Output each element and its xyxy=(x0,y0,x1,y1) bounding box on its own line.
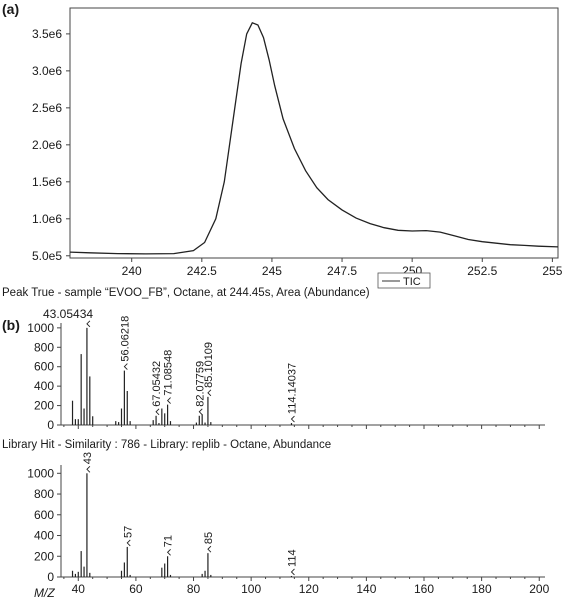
tic-trace xyxy=(69,21,559,255)
x-tick-label: 255 xyxy=(542,264,562,278)
plot-frame xyxy=(69,7,559,259)
peak-true-caption: Peak True - sample “EVOO_FB”, Octane, at… xyxy=(2,287,370,299)
peak-marker xyxy=(155,408,160,416)
peak-marker xyxy=(86,320,91,328)
peak-label: 114.14037 xyxy=(286,363,298,414)
peak-label: 43.05434 xyxy=(43,307,93,321)
y-tick-label: 400 xyxy=(34,529,54,543)
peak-marker xyxy=(123,363,128,370)
x-tick-label: 140 xyxy=(356,582,376,596)
y-tick-label: 600 xyxy=(34,508,54,522)
peak-marker xyxy=(166,548,171,556)
peak-marker xyxy=(126,539,131,547)
x-tick-label: 120 xyxy=(299,582,319,596)
y-tick-label: 200 xyxy=(34,549,54,563)
legend-box xyxy=(377,272,431,289)
y-tick-label: 400 xyxy=(34,379,54,393)
y-tick-label: 5.0e5 xyxy=(32,249,62,263)
y-tick-label: 800 xyxy=(34,340,54,354)
x-tick-label: 40 xyxy=(72,582,86,596)
x-tick-label: 180 xyxy=(472,582,492,596)
y-tick-label: 2.0e6 xyxy=(32,138,62,152)
x-axis-title: M/Z xyxy=(34,586,55,600)
x-tick-label: 252.5 xyxy=(467,264,497,278)
y-tick-label: 600 xyxy=(34,360,54,374)
peak-label: 82.07759 xyxy=(194,361,206,407)
y-tick-label: 0 xyxy=(47,418,54,432)
x-tick-label: 100 xyxy=(241,582,261,596)
peak-marker xyxy=(198,408,203,416)
legend-label: TIC xyxy=(403,276,421,288)
x-tick-label: 80 xyxy=(187,582,201,596)
x-tick-label: 245 xyxy=(262,264,282,278)
peak-label: 71.08548 xyxy=(163,350,175,396)
peak-marker xyxy=(290,415,295,423)
panel-b-label: (b) xyxy=(2,317,20,333)
peak-marker xyxy=(207,389,212,397)
x-tick-label: 240 xyxy=(122,264,142,278)
peak-marker xyxy=(166,397,171,404)
peak-label: 57 xyxy=(122,526,134,538)
y-tick-label: 1000 xyxy=(27,321,54,335)
peak-label: 67.05432 xyxy=(151,361,163,407)
y-tick-label: 1000 xyxy=(27,466,54,480)
x-tick-label: 160 xyxy=(414,582,434,596)
panel-a-label: (a) xyxy=(2,1,19,17)
y-tick-label: 3.0e6 xyxy=(32,64,62,78)
peak-label: 85 xyxy=(203,532,215,544)
y-tick-label: 200 xyxy=(34,399,54,413)
peak-marker xyxy=(207,545,212,553)
peak-marker xyxy=(290,568,295,576)
y-tick-label: 3.5e6 xyxy=(32,27,62,41)
x-tick-label: 242.5 xyxy=(187,264,217,278)
library-spectrum-chart: 0 200 400 600 800 1000 40 60 80 100 120 140 160 180 20… xyxy=(27,452,549,600)
x-tick-label: 60 xyxy=(129,582,143,596)
y-tick-label: 1.0e6 xyxy=(32,212,62,226)
peak-label: 71 xyxy=(163,535,175,547)
peak-label: 85.10109 xyxy=(203,342,215,388)
y-tick-label: 1.5e6 xyxy=(32,175,62,189)
x-tick-label: 247.5 xyxy=(327,264,357,278)
library-hit-caption: Library Hit - Similarity : 786 - Library… xyxy=(2,439,331,451)
tic-chart: 5.0e5 1.0e6 1.5e6 2.0e6 2.5e6 3.0e6 3.5e6 240 24… xyxy=(32,7,563,289)
y-tick-label: 2.5e6 xyxy=(32,101,62,115)
peak-label: 56.06218 xyxy=(119,316,131,362)
peak-label: 43 xyxy=(82,452,94,464)
x-tick-label: 200 xyxy=(529,582,549,596)
y-tick-label: 800 xyxy=(34,487,54,501)
y-tick-label: 0 xyxy=(47,570,54,584)
peak-label: 114 xyxy=(286,549,298,567)
peak-marker xyxy=(86,465,91,473)
